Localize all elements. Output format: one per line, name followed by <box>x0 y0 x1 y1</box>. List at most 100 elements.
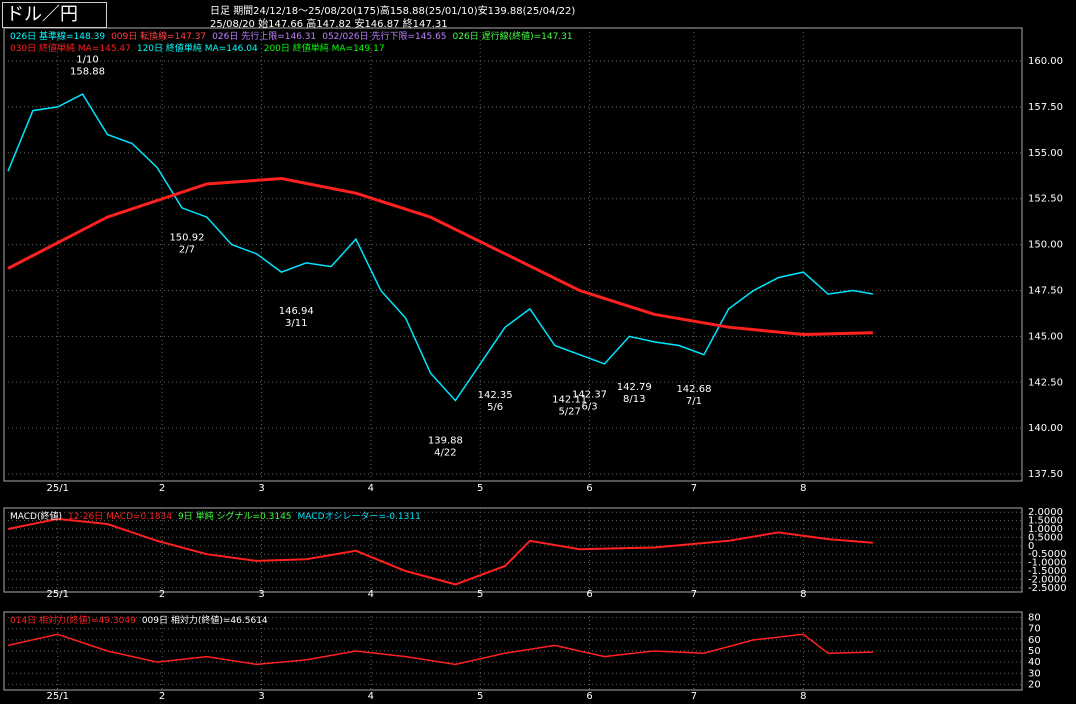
y-tick-label: 80 <box>1028 613 1041 624</box>
legend-entry: 014日 相対力(終値)=49.3049 <box>10 616 136 626</box>
annotation-value: 142.11 <box>552 394 587 405</box>
y-tick-label: 1.0000 <box>1028 524 1063 535</box>
date: 25/08/20 <box>210 19 255 30</box>
series-line <box>7 93 874 402</box>
y-tick-label: 140.00 <box>1028 423 1063 434</box>
panel-frame <box>3 27 1023 482</box>
annotation-value: 142.79 <box>617 382 652 393</box>
panel-frame <box>3 507 1023 593</box>
y-tick-label: 142.50 <box>1028 377 1063 388</box>
x-tick-label: 7 <box>691 691 697 702</box>
legend-entry: MACD(終値) <box>10 512 63 522</box>
series-line <box>7 633 873 666</box>
annotation-value: 139.88 <box>428 435 463 446</box>
x-tick-label: 8 <box>800 589 806 600</box>
y-tick-label: 150.00 <box>1028 240 1063 251</box>
y-tick-label: 152.50 <box>1028 194 1063 205</box>
legend: 030日 終値単純 MA=145.47 120日 終値単純 MA=146.04 20… <box>10 41 391 54</box>
y-tick-label: 160.00 <box>1028 56 1063 67</box>
legend-entry: 200日 終値単純 MA=149.17 <box>263 44 385 54</box>
x-tick-label: 2 <box>159 483 165 494</box>
y-tick-label: 60 <box>1028 635 1041 646</box>
x-tick-label: 25/1 <box>46 691 68 702</box>
range: 期間24/12/18～25/08/20(175)高158.88(25/01/10… <box>233 6 576 17</box>
annotation-value: 142.35 <box>478 390 513 401</box>
x-tick-label: 3 <box>258 483 264 494</box>
y-tick-label: -1.5000 <box>1028 566 1067 577</box>
legend-entry: 009日 相対力(終値)=46.5614 <box>141 616 268 626</box>
x-tick-label: 7 <box>691 589 697 600</box>
annotation-date: 4/22 <box>434 447 456 458</box>
annotation-date: 5/6 <box>487 402 503 413</box>
y-tick-label: 1.5000 <box>1028 516 1063 527</box>
y-tick-label: 50 <box>1028 646 1041 657</box>
header-line: 25/08/20 始147.66 高147.82 安146.87 終147.31 <box>210 15 448 30</box>
x-tick-label: 5 <box>477 691 483 702</box>
annotation-date: 3/11 <box>285 318 307 329</box>
legend-entry: 026日 基準線=148.39 <box>10 32 106 42</box>
annotation-date: 7/1 <box>686 396 702 407</box>
x-tick-label: 4 <box>368 483 374 494</box>
x-tick-label: 6 <box>586 483 592 494</box>
legend-entry: 12-26日 MACD=0.1834 <box>68 512 173 522</box>
annotation-value: 158.88 <box>70 67 105 78</box>
x-tick-label: 8 <box>800 691 806 702</box>
annotation-date: 6/3 <box>582 402 598 413</box>
x-tick-label: 4 <box>368 589 374 600</box>
x-tick-label: 4 <box>368 691 374 702</box>
x-tick-label: 8 <box>800 483 806 494</box>
legend-entry: MACDオシレーター=-0.1311 <box>297 512 421 522</box>
y-tick-label: 0 <box>1028 541 1034 552</box>
annotation-date: 1/10 <box>76 55 98 66</box>
annotation-value: 142.68 <box>676 384 711 395</box>
annotation-date: 8/13 <box>623 394 645 405</box>
x-tick-label: 7 <box>691 483 697 494</box>
y-tick-label: 2.0000 <box>1028 507 1063 518</box>
legend: 026日 基準線=148.39 009日 転換線=147.37 026日 先行上限=… <box>10 29 579 42</box>
x-tick-label: 6 <box>586 589 592 600</box>
legend: 014日 相対力(終値)=49.3049 009日 相対力(終値)=46.5614 <box>10 613 274 626</box>
x-tick-label: 25/1 <box>46 483 68 494</box>
annotation-date: 5/27 <box>558 406 580 417</box>
y-tick-label: 147.50 <box>1028 285 1063 296</box>
y-tick-label: 145.00 <box>1028 331 1063 342</box>
x-tick-label: 3 <box>258 589 264 600</box>
y-tick-label: 20 <box>1028 679 1041 690</box>
legend-entry: 9日 単純 シグナル=0.3145 <box>178 512 292 522</box>
y-tick-label: 157.50 <box>1028 102 1063 113</box>
legend: MACD(終値) 12-26日 MACD=0.1834 9日 単純 シグナル=0.3… <box>10 509 427 522</box>
annotation-value: 142.37 <box>572 390 607 401</box>
ohlc: 始147.66 高147.82 安146.87 終147.31 <box>258 19 448 30</box>
y-tick-label: 70 <box>1028 624 1041 635</box>
x-tick-label: 2 <box>159 589 165 600</box>
annotation-value: 150.92 <box>169 233 204 244</box>
x-tick-label: 25/1 <box>46 589 68 600</box>
series-line <box>7 517 873 586</box>
legend-entry: 052/026日 先行下限=145.65 <box>322 32 447 42</box>
y-tick-label: 137.50 <box>1028 469 1063 480</box>
series-line <box>7 176 873 337</box>
y-tick-label: -2.5000 <box>1028 583 1067 594</box>
annotation-date: 2/7 <box>179 245 195 256</box>
y-tick-label: -2.0000 <box>1028 574 1067 585</box>
legend-entry: 026日 先行上限=146.31 <box>212 32 317 42</box>
x-tick-label: 6 <box>586 691 592 702</box>
x-tick-label: 3 <box>258 691 264 702</box>
legend-entry: 026日 遅行線(終値)=147.31 <box>452 32 573 42</box>
x-tick-label: 2 <box>159 691 165 702</box>
y-tick-label: 40 <box>1028 657 1041 668</box>
x-tick-label: 5 <box>477 483 483 494</box>
pair-title: ドル／円 <box>2 2 107 28</box>
period: 日足 <box>210 6 230 17</box>
header-line: 日足 期間24/12/18～25/08/20(175)高158.88(25/01… <box>210 2 575 17</box>
y-tick-label: -1.0000 <box>1028 558 1067 569</box>
y-tick-label: -0.5000 <box>1028 549 1067 560</box>
legend-entry: 030日 終値単純 MA=145.47 <box>10 44 131 54</box>
annotation-value: 146.94 <box>279 306 314 317</box>
x-tick-label: 5 <box>477 589 483 600</box>
y-tick-label: 30 <box>1028 668 1041 679</box>
y-tick-label: 155.00 <box>1028 148 1063 159</box>
legend-entry: 120日 終値単純 MA=146.04 <box>136 44 258 54</box>
